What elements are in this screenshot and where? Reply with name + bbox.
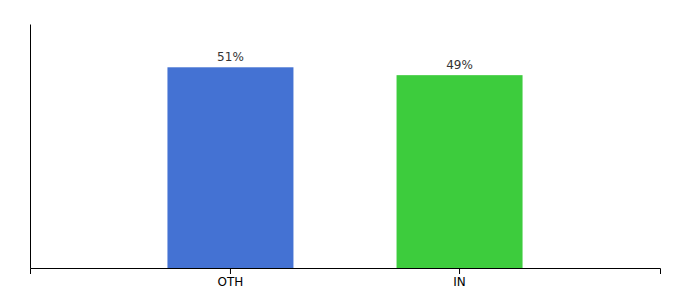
x-tick-label: IN xyxy=(453,275,466,289)
x-tick-mark xyxy=(459,268,460,274)
data-label: 49% xyxy=(446,58,473,72)
x-tick: OTH xyxy=(218,268,244,289)
y-axis-line xyxy=(30,25,31,269)
x-tick: IN xyxy=(453,268,466,289)
x-axis: OTH IN xyxy=(31,268,661,289)
chart-svg: 51% 49% OTH IN xyxy=(0,0,680,300)
plot: 51% 49% OTH IN xyxy=(31,25,661,289)
y-axis xyxy=(30,25,31,269)
chart-container: 51% 49% OTH IN xyxy=(0,0,680,300)
x-axis-line xyxy=(31,269,661,275)
data-labels: 51% 49% xyxy=(217,50,473,72)
data-label: 51% xyxy=(217,50,244,64)
x-tick-mark xyxy=(230,268,231,274)
bar xyxy=(167,67,293,268)
x-tick-label: OTH xyxy=(218,275,244,289)
bar xyxy=(397,75,523,268)
bars xyxy=(167,67,522,268)
